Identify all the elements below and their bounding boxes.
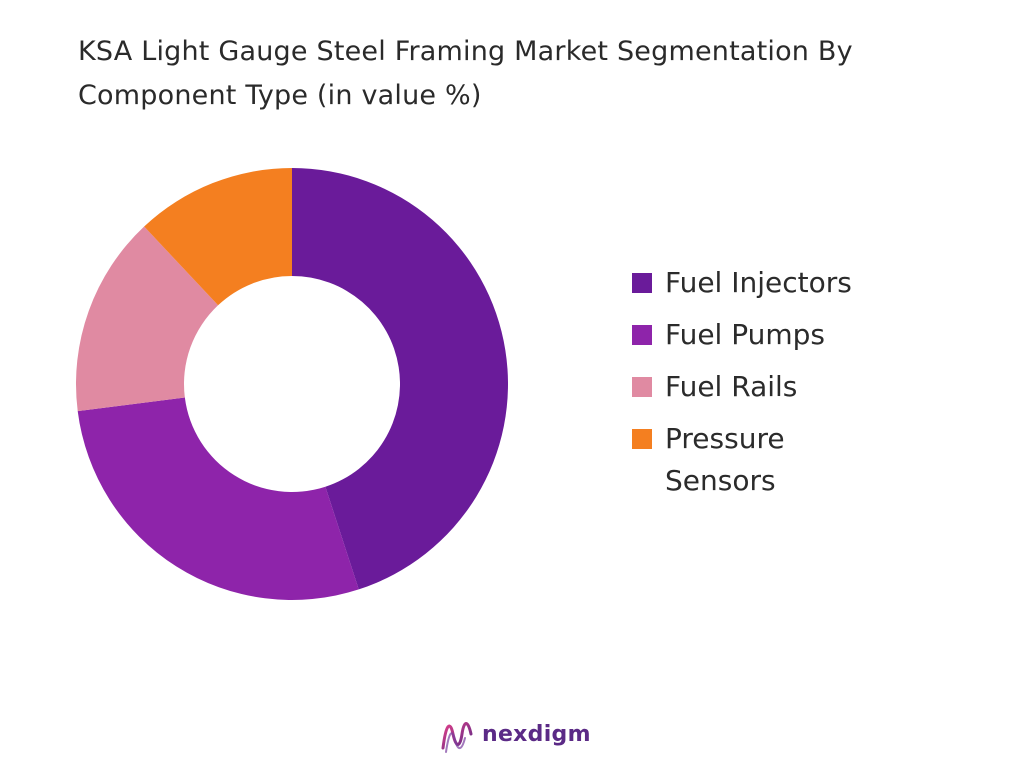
chart-legend: Fuel Injectors Fuel Pumps Fuel Rails Pre…: [632, 262, 912, 512]
nexdigm-wave-logo-icon: [441, 722, 473, 753]
legend-item: Pressure Sensors: [632, 418, 912, 502]
legend-swatch: [632, 429, 652, 449]
brand-footer: nexdigm: [440, 714, 591, 754]
legend-label: Fuel Injectors: [665, 266, 852, 299]
donut-slice-pressure-sensors: [144, 168, 292, 306]
legend-item: Fuel Pumps: [632, 314, 912, 356]
donut-slice-fuel-injectors: [292, 168, 509, 590]
legend-label: Pressure Sensors: [665, 422, 785, 497]
legend-item: Fuel Injectors: [632, 262, 912, 304]
legend-item: Fuel Rails: [632, 366, 912, 408]
legend-swatch: [632, 377, 652, 397]
brand-name: nexdigm: [482, 721, 591, 747]
legend-swatch: [632, 273, 652, 293]
legend-swatch: [632, 325, 652, 345]
donut-slice-fuel-rails: [76, 226, 219, 412]
chart-title: KSA Light Gauge Steel Framing Market Seg…: [78, 36, 853, 111]
legend-label: Fuel Rails: [665, 370, 798, 403]
legend-label: Fuel Pumps: [665, 318, 826, 351]
donut-slices: [76, 168, 509, 601]
donut-slice-fuel-pumps: [77, 397, 359, 601]
